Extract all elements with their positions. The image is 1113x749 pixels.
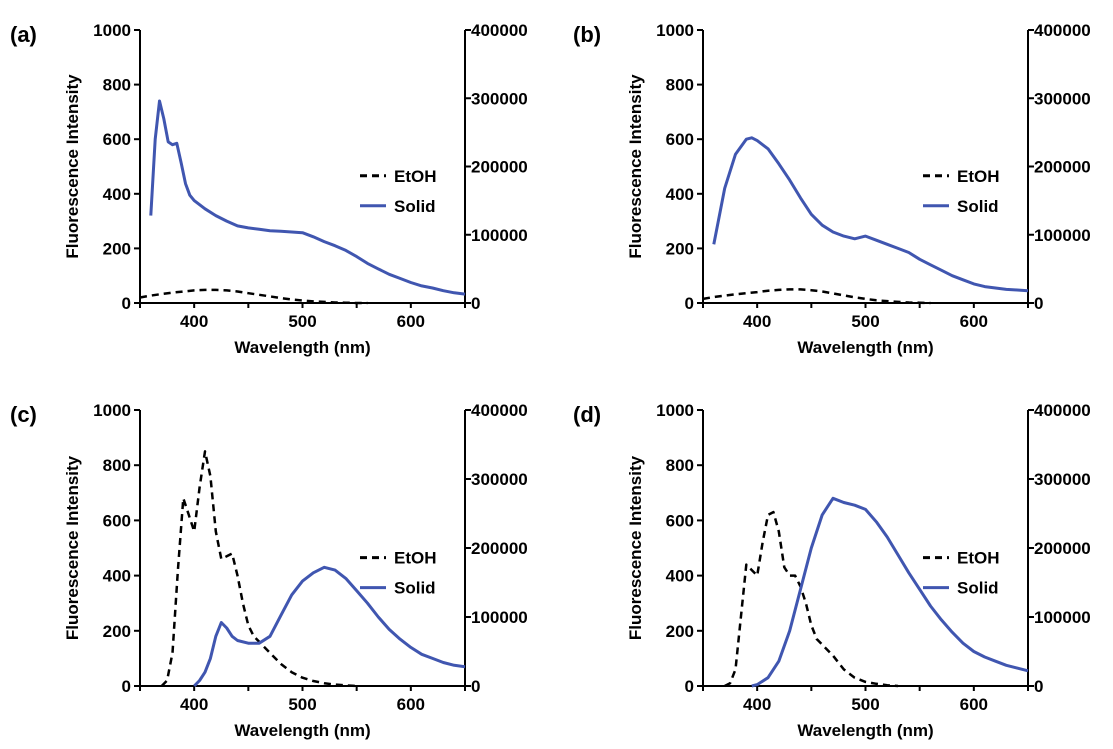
- y-tick-label: 600: [103, 130, 131, 149]
- x-axis-title: Wavelength (nm): [797, 338, 933, 357]
- x-tick-label: 400: [180, 312, 208, 331]
- x-axis-title: Wavelength (nm): [234, 338, 370, 357]
- y2-tick-label: 100000: [471, 226, 528, 245]
- y2-tick-label: 400000: [1034, 21, 1091, 40]
- legend-label-etoh: EtOH: [957, 549, 1000, 568]
- x-tick-label: 600: [960, 312, 988, 331]
- y2-tick-label: 100000: [471, 608, 528, 627]
- series-line-solid: [751, 496, 1029, 688]
- x-tick-label: 400: [743, 312, 771, 331]
- y-tick-label: 200: [666, 239, 694, 258]
- y-tick-label: 200: [666, 622, 694, 641]
- legend-label-etoh: EtOH: [957, 167, 1000, 186]
- x-axis-title: Wavelength (nm): [797, 721, 933, 740]
- series-line-etoh: [724, 510, 899, 688]
- x-tick-label: 600: [397, 695, 425, 714]
- y-tick-label: 600: [666, 130, 694, 149]
- y-tick-label: 200: [103, 239, 131, 258]
- y-tick-label: 1000: [93, 21, 131, 40]
- y2-tick-label: 200000: [1034, 539, 1091, 558]
- y2-tick-label: 300000: [1034, 89, 1091, 108]
- x-tick-label: 500: [851, 312, 879, 331]
- y-tick-label: 0: [122, 294, 131, 313]
- series-line-solid: [193, 565, 466, 688]
- chart-panel-0: (a) 0 200 400 600 800 1000 0 100000 200000 300000 4…: [10, 21, 528, 357]
- y2-tick-label: 400000: [1034, 401, 1091, 420]
- x-tick-label: 400: [743, 695, 771, 714]
- y-tick-label: 600: [103, 511, 131, 530]
- x-tick-label: 600: [960, 695, 988, 714]
- y2-tick-label: 300000: [471, 89, 528, 108]
- y-tick-label: 0: [685, 294, 694, 313]
- y-axis-title: Fluorescence Intensity: [626, 74, 645, 259]
- y-tick-label: 800: [103, 76, 131, 95]
- y2-tick-label: 0: [471, 677, 480, 696]
- y-tick-label: 400: [103, 567, 131, 586]
- y2-tick-label: 200000: [471, 158, 528, 177]
- legend-label-etoh: EtOH: [394, 167, 437, 186]
- y2-tick-label: 400000: [471, 401, 528, 420]
- y-tick-label: 0: [122, 677, 131, 696]
- x-tick-label: 600: [397, 312, 425, 331]
- legend-label-solid: Solid: [394, 579, 436, 598]
- y-tick-label: 800: [103, 456, 131, 475]
- y-tick-label: 800: [666, 456, 694, 475]
- legend-label-etoh: EtOH: [394, 549, 437, 568]
- y-tick-label: 600: [666, 511, 694, 530]
- y-tick-label: 1000: [656, 21, 694, 40]
- y2-tick-label: 400000: [471, 21, 528, 40]
- chart-panel-1: (b) 0 200 400 600 800 1000 0 100000 200000 300000 4…: [573, 21, 1091, 357]
- y-tick-label: 400: [103, 185, 131, 204]
- panel-label: (b): [573, 22, 601, 47]
- y-tick-label: 1000: [93, 401, 131, 420]
- y-axis-title: Fluorescence Intensity: [63, 455, 82, 640]
- panel-label: (d): [573, 402, 601, 427]
- y-tick-label: 1000: [656, 401, 694, 420]
- series-line-etoh: [139, 288, 368, 305]
- y2-tick-label: 200000: [471, 539, 528, 558]
- series-line-etoh: [702, 288, 931, 305]
- legend-label-solid: Solid: [394, 197, 436, 216]
- x-axis-title: Wavelength (nm): [234, 721, 370, 740]
- chart-panel-3: (d) 0 200 400 600 800 1000 0 100000 200000 300000 4…: [573, 401, 1091, 740]
- x-tick-label: 400: [180, 695, 208, 714]
- y-tick-label: 800: [666, 76, 694, 95]
- series-line-solid: [712, 136, 1029, 293]
- y2-tick-label: 200000: [1034, 158, 1091, 177]
- y-tick-label: 400: [666, 185, 694, 204]
- panel-label: (a): [10, 22, 37, 47]
- series-line-solid: [149, 99, 466, 296]
- legend-label-solid: Solid: [957, 197, 999, 216]
- y2-tick-label: 0: [471, 294, 480, 313]
- y-tick-label: 200: [103, 622, 131, 641]
- y2-tick-label: 100000: [1034, 226, 1091, 245]
- y-axis-title: Fluorescence Intensity: [626, 455, 645, 640]
- y-tick-label: 400: [666, 567, 694, 586]
- panel-label: (c): [10, 402, 37, 427]
- legend-label-solid: Solid: [957, 579, 999, 598]
- y2-tick-label: 300000: [471, 470, 528, 489]
- x-tick-label: 500: [851, 695, 879, 714]
- y2-tick-label: 100000: [1034, 608, 1091, 627]
- y2-tick-label: 0: [1034, 294, 1043, 313]
- x-tick-label: 500: [288, 312, 316, 331]
- y-axis-title: Fluorescence Intensity: [63, 74, 82, 259]
- y2-tick-label: 0: [1034, 677, 1043, 696]
- series-line-etoh: [160, 450, 357, 688]
- y-tick-label: 0: [685, 677, 694, 696]
- x-tick-label: 500: [288, 695, 316, 714]
- chart-panel-2: (c) 0 200 400 600 800 1000 0 100000 200000 300000 4…: [10, 401, 528, 740]
- y2-tick-label: 300000: [1034, 470, 1091, 489]
